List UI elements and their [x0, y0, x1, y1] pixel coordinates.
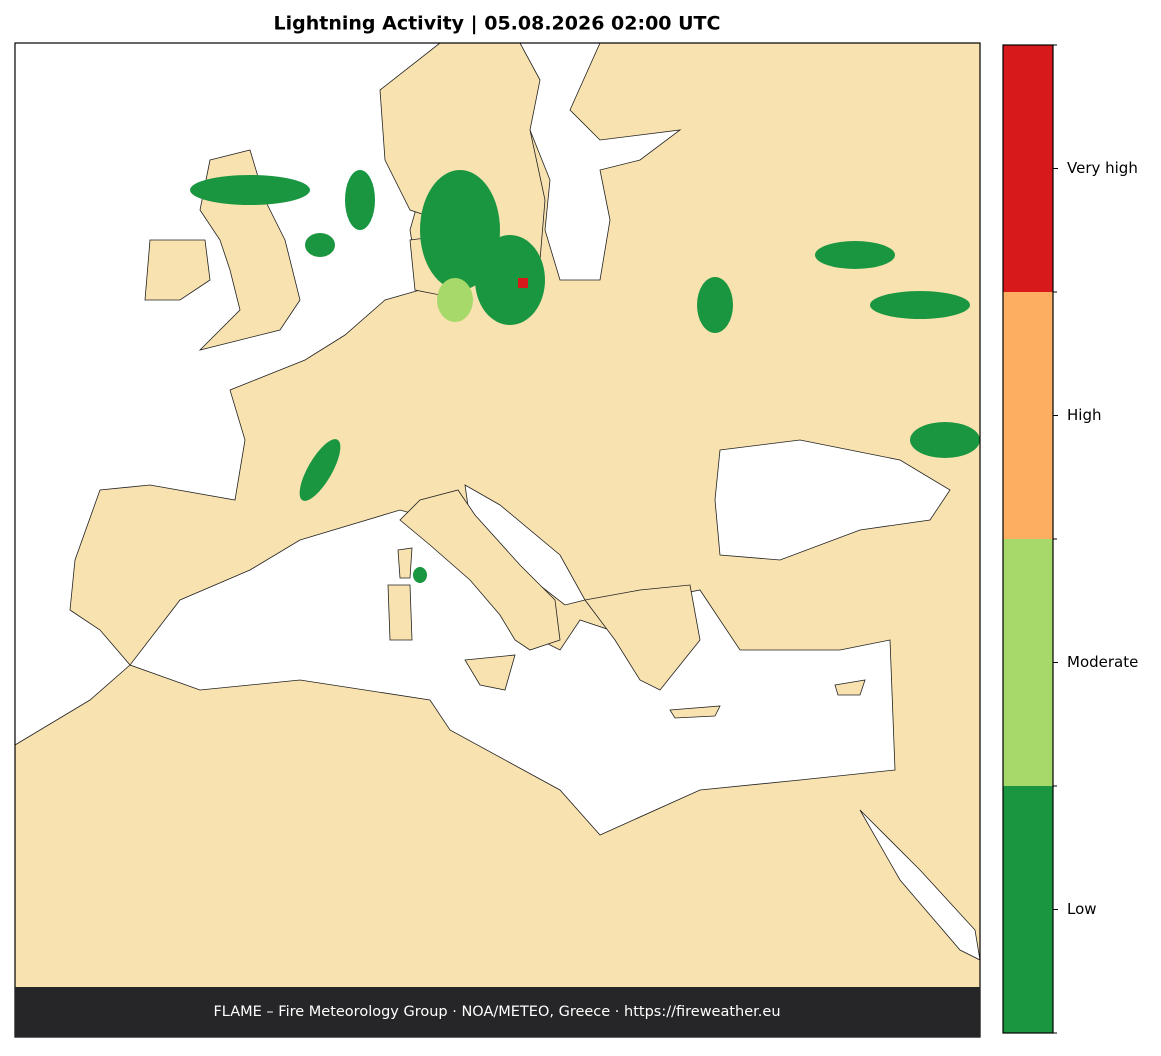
legend-swatch	[1003, 45, 1053, 292]
baltic	[519, 43, 682, 281]
legend-swatch	[1003, 786, 1053, 1033]
balkans	[584, 584, 701, 691]
title: Lightning Activity | 05.08.2026 02:00 UT…	[274, 13, 721, 35]
legend-swatch	[1003, 539, 1053, 786]
sicily	[464, 654, 516, 691]
corsica	[397, 547, 413, 579]
crete	[669, 705, 721, 719]
colorbar-frame	[1002, 44, 1054, 1034]
colorbar: Low Moderate High Very high	[1002, 44, 1138, 1034]
ireland	[144, 239, 211, 301]
map	[14, 42, 981, 1038]
legend-label: Moderate	[1067, 653, 1138, 671]
footer: FLAME – Fire Meteorology Group · NOA/MET…	[213, 1004, 780, 1020]
footer-bar	[15, 987, 980, 1037]
legend-swatch	[1003, 292, 1053, 539]
italy	[399, 489, 561, 651]
red-sea	[859, 809, 980, 961]
legend-label: Very high	[1067, 159, 1138, 177]
legend-label: High	[1067, 406, 1101, 424]
lightning-cells	[190, 170, 980, 583]
legend-label: Low	[1067, 900, 1097, 918]
cyprus	[834, 679, 866, 696]
sardinia	[387, 584, 413, 641]
black-sea	[714, 439, 951, 561]
